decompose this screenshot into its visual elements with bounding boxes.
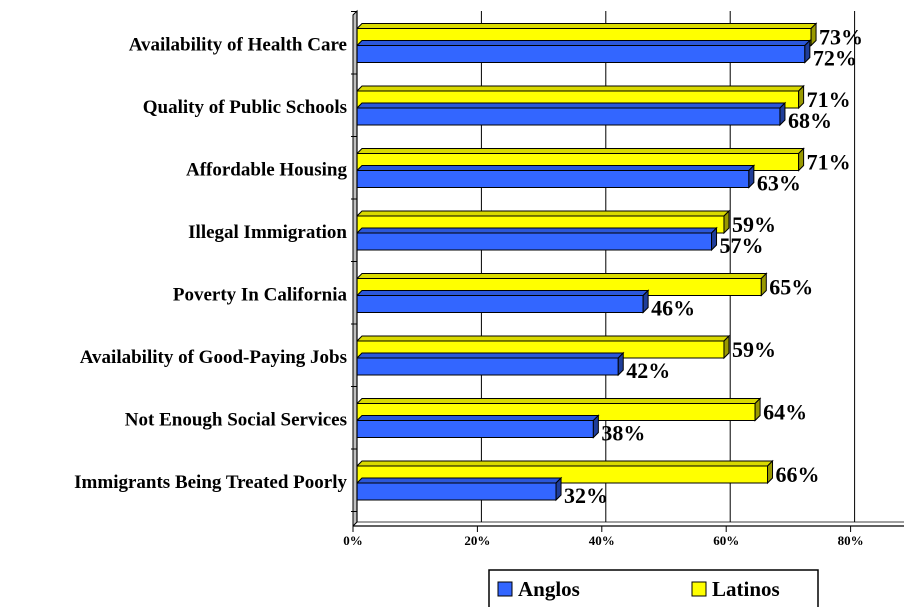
bar-anglos [356, 420, 594, 438]
category-label: Availability of Good-Paying Jobs [80, 347, 347, 368]
x-tick-label: 60% [713, 533, 739, 548]
bar-top-anglos [355, 477, 563, 484]
bars [355, 22, 818, 502]
data-label-anglos: 72% [813, 46, 857, 71]
bar-side-anglos [617, 351, 624, 377]
data-label-latinos: 71% [807, 87, 851, 112]
data-label-latinos: 59% [732, 212, 776, 237]
bar-anglos [356, 357, 619, 376]
bar-top-latinos [355, 460, 774, 467]
bar-top-latinos [355, 210, 731, 217]
bar-top-latinos [355, 398, 762, 404]
legend-box [488, 569, 819, 607]
legend-label-latinos: Latinos [712, 577, 780, 601]
bar-top-anglos [355, 227, 718, 234]
bar-side-latinos [754, 397, 761, 422]
bar-anglos [356, 295, 644, 313]
bar-top-anglos [355, 102, 787, 109]
data-labels: 73%72%71%68%71%63%59%57%65%46%59%42%64%3… [564, 25, 863, 509]
bar-top-latinos [355, 335, 731, 342]
bar-top-latinos [355, 273, 768, 279]
bar-anglos [356, 482, 557, 501]
category-label: Poverty In California [173, 285, 348, 306]
data-label-latinos: 59% [732, 337, 776, 362]
data-label-anglos: 42% [626, 358, 670, 383]
bar-top-latinos [355, 23, 818, 29]
category-label: Availability of Health Care [129, 35, 347, 56]
x-tick-label: 40% [589, 533, 615, 548]
category-labels: Availability of Health Care Quality of Pu… [74, 35, 347, 494]
data-label-latinos: 66% [776, 462, 820, 487]
data-label-latinos: 71% [807, 150, 851, 175]
bar-side-anglos [555, 476, 562, 502]
bar-anglos [356, 232, 713, 251]
bar-top-anglos [355, 165, 756, 171]
bar-side-anglos [748, 164, 755, 189]
data-label-anglos: 63% [757, 171, 801, 196]
bar-anglos [356, 107, 781, 126]
bar-side-anglos [711, 226, 718, 252]
category-label: Affordable Housing [186, 160, 347, 181]
bar-side-anglos [642, 289, 649, 314]
bar-side-anglos [779, 101, 786, 127]
data-label-latinos: 65% [769, 275, 813, 300]
data-label-latinos: 73% [819, 25, 863, 50]
x-tick-label: 0% [343, 533, 363, 548]
data-label-anglos: 38% [601, 421, 645, 446]
axes [351, 9, 904, 532]
data-label-anglos: 68% [788, 108, 832, 133]
bar-top-anglos [355, 40, 812, 46]
legend-label-anglos: Anglos [518, 577, 580, 601]
data-label-anglos: 57% [720, 233, 764, 258]
bar-side-anglos [804, 39, 811, 64]
category-label: Illegal Immigration [188, 222, 347, 243]
bar-top-latinos [355, 85, 805, 92]
legend: Anglos Latinos [488, 569, 819, 607]
bar-side-latinos [760, 272, 767, 297]
data-label-anglos: 46% [651, 296, 695, 321]
bar-side-latinos [810, 22, 817, 47]
bar-top-latinos [355, 148, 805, 154]
data-label-latinos: 64% [763, 400, 807, 425]
bar-side-latinos [798, 84, 805, 110]
data-label-anglos: 32% [564, 483, 608, 508]
bar-top-anglos [355, 415, 600, 421]
x-tick-label: 80% [838, 533, 864, 548]
bar-side-latinos [723, 334, 730, 360]
bar-top-anglos [355, 352, 625, 359]
x-tick-label: 20% [464, 533, 490, 548]
legend-swatch-anglos [497, 581, 513, 597]
legend-swatch-latinos [691, 581, 707, 597]
bar-side-latinos [767, 459, 774, 485]
bar-side-latinos [798, 147, 805, 172]
bar-top-anglos [355, 290, 650, 296]
bar-anglos [356, 45, 806, 63]
category-label: Not Enough Social Services [125, 410, 347, 431]
x-tick-labels: 0% 20% 40% 60% 80% [343, 533, 863, 548]
category-label: Quality of Public Schools [143, 97, 347, 118]
bar-anglos [356, 170, 750, 188]
bar-side-latinos [723, 209, 730, 235]
bar-side-anglos [592, 414, 599, 439]
category-label: Immigrants Being Treated Poorly [74, 472, 347, 493]
